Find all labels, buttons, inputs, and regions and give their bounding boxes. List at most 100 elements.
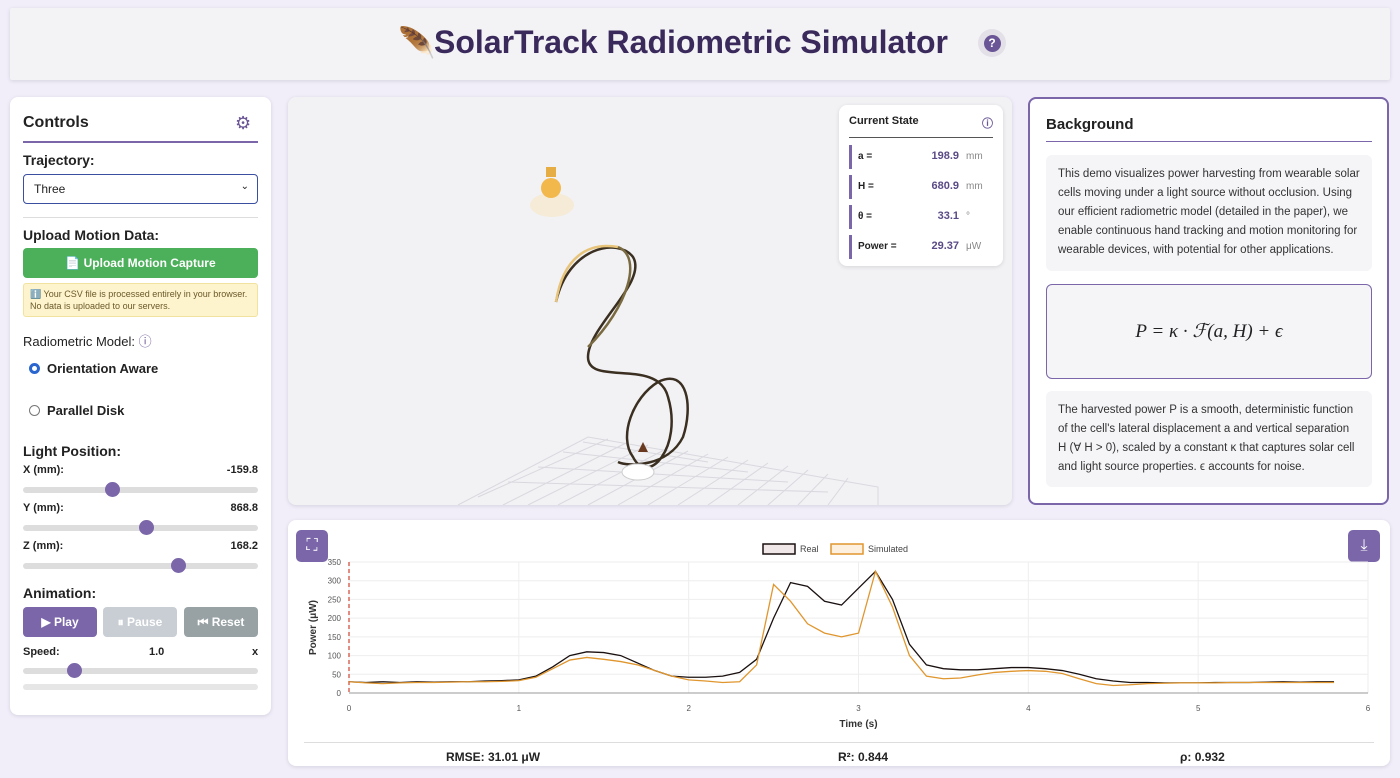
scene [457, 167, 879, 505]
background-text: The harvested power P is a smooth, deter… [1046, 391, 1372, 487]
background-text: This demo visualizes power harvesting fr… [1046, 155, 1372, 271]
legend-label: Simulated [868, 544, 908, 554]
settings-icon[interactable]: ⚙ [235, 113, 252, 133]
legend-swatch [762, 543, 796, 555]
series-line [348, 569, 1335, 687]
state-header: Current State ⓘ [849, 115, 993, 138]
state-row: H = 680.9 mm [849, 175, 993, 199]
divider [23, 141, 258, 143]
slider-value: 868.8 [230, 502, 258, 514]
state-value: 198.9 [931, 150, 959, 162]
state-label: H = [858, 181, 874, 192]
slider-track[interactable] [23, 482, 258, 497]
model-label: Radiometric Model: ⓘ [23, 334, 152, 349]
slider-thumb[interactable] [67, 663, 82, 678]
pause-button[interactable]: ⏸ Pause [103, 607, 177, 637]
state-unit: ° [966, 211, 970, 222]
radio-label: Orientation Aware [47, 361, 159, 376]
y-axis-label: Power (μW) [308, 600, 319, 655]
divider [1046, 141, 1372, 142]
x-tick-label: 3 [856, 704, 861, 713]
slider-thumb[interactable] [171, 558, 186, 573]
progress-bar [23, 684, 258, 690]
fullscreen-button[interactable]: ⛶ [296, 530, 328, 562]
reset-button[interactable]: ⏮ Reset [184, 607, 258, 637]
radio[interactable] [29, 405, 40, 416]
state-row: a = 198.9 mm [849, 145, 993, 169]
x-tick-label: 1 [517, 704, 522, 713]
y-tick-label: 100 [328, 652, 342, 661]
hand-marker [638, 442, 648, 452]
header: 🪶 SolarTrack Radiometric Simulator ? [10, 8, 1390, 80]
y-tick-label: 250 [328, 595, 342, 604]
slider-label: Y (mm): [23, 502, 64, 514]
state-unit: mm [966, 181, 983, 192]
upload-note: ℹ️ Your CSV file is processed entirely i… [23, 283, 258, 317]
chart-panel: ⛶ ⤓ 0 50 100 150 200 250 300 350 0 1 2 3 4 5 6 Time (s)… [288, 520, 1390, 766]
trajectory-label: Trajectory: [23, 152, 95, 168]
slider-track[interactable] [23, 520, 258, 535]
y-tick-label: 0 [337, 689, 342, 698]
slider-track[interactable] [23, 558, 258, 573]
y-tick-label: 350 [328, 558, 342, 567]
slider-label: Z (mm): [23, 540, 64, 552]
series-line [348, 570, 1335, 684]
speed-slider[interactable] [23, 663, 258, 678]
state-row: Power = 29.37 μW [849, 235, 993, 259]
slider-thumb[interactable] [139, 520, 154, 535]
divider [23, 217, 258, 218]
title: SolarTrack Radiometric Simulator [434, 24, 948, 60]
floor-grid [457, 436, 879, 505]
help-button[interactable]: ? [978, 29, 1006, 57]
speed-unit: x [252, 646, 259, 658]
download-button[interactable]: ⤓ [1348, 530, 1380, 562]
upload-button-text: 📄 Upload Motion Capture [65, 256, 216, 270]
x-tick-label: 2 [686, 704, 691, 713]
state-value: 680.9 [931, 180, 959, 192]
y-tick-label: 150 [328, 633, 342, 642]
legend-label: Real [800, 544, 819, 554]
select-value: Three [34, 182, 66, 196]
metric: ρ: 0.932 [1180, 750, 1225, 764]
y-tick-label: 50 [332, 670, 341, 679]
trajectory-recent [554, 244, 619, 303]
x-tick-label: 6 [1366, 704, 1371, 713]
state-row: θ = 33.1 ° [849, 205, 993, 229]
speed-value: 1.0 [149, 646, 165, 658]
x-tick-label: 5 [1196, 704, 1201, 713]
state-title: Current State [849, 115, 919, 127]
state-value: 29.37 [931, 240, 959, 252]
metrics: RMSE: 31.01 μW R²: 0.844 ρ: 0.932 [288, 750, 1390, 766]
trajectory [554, 246, 689, 469]
controls-panel: Controls ⚙ Trajectory: Three ⌄ Upload Mot… [10, 97, 271, 715]
model-label-text: Radiometric Model: [23, 334, 135, 349]
state-label: a = [858, 151, 873, 162]
slider-value: -159.8 [226, 464, 258, 476]
speed-label: Speed: [23, 646, 60, 658]
x-tick-label: 4 [1026, 704, 1031, 713]
bulb-base [546, 167, 556, 177]
chart: 0 50 100 150 200 250 300 350 0 1 2 3 4 5 6 Time (s) Powe… [308, 543, 1371, 730]
x-axis-label: Time (s) [839, 719, 877, 730]
light-bulb [541, 178, 561, 198]
3d-view[interactable]: Current State ⓘ a = 198.9 mm H = 680.9 mm θ = 33… [288, 97, 1012, 505]
state-label: Power = [858, 241, 897, 252]
slider-value: 168.2 [230, 540, 258, 552]
upload-button-label: Upload Motion Capture [83, 256, 216, 270]
light-label: Light Position: [23, 443, 121, 459]
divider [304, 742, 1374, 743]
state-label: θ = [858, 211, 873, 222]
play-button[interactable]: ▶ Play [23, 607, 97, 637]
state-card: Current State ⓘ a = 198.9 mm H = 680.9 mm θ = 33… [839, 105, 1003, 266]
slider-thumb[interactable] [105, 482, 120, 497]
trajectory-mid [587, 245, 632, 348]
state-unit: mm [966, 151, 983, 162]
radio-selected[interactable] [29, 363, 40, 374]
metric: RMSE: 31.01 μW [446, 750, 541, 764]
y-tick-label: 200 [328, 614, 342, 623]
trajectory-select[interactable]: Three ⌄ [23, 174, 258, 204]
formula: P = κ · ℱ(a, H) + ϵ [1046, 284, 1372, 379]
upload-button[interactable]: 📄 Upload Motion Capture [23, 248, 258, 278]
background-title: Background [1046, 116, 1134, 133]
